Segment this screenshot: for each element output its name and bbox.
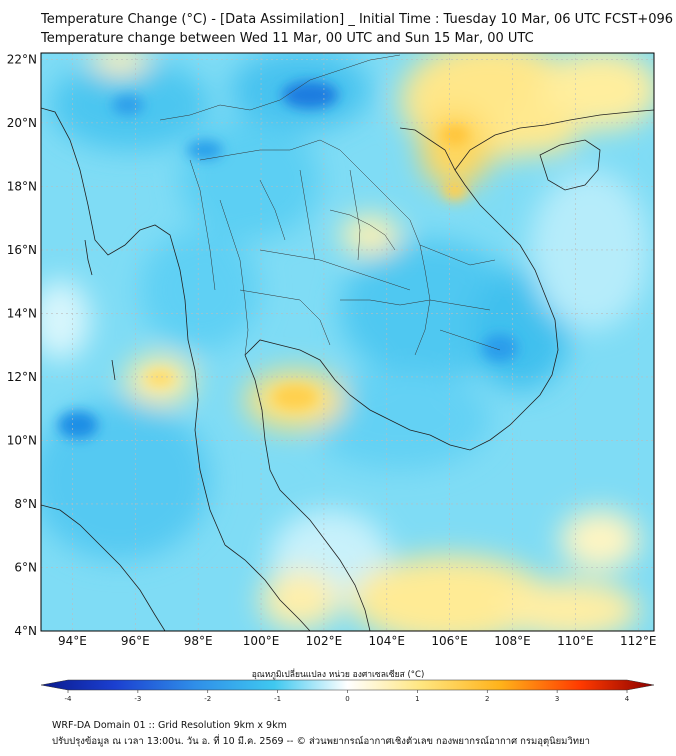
lon-label: 110°E xyxy=(557,634,594,648)
lat-label: 10°N xyxy=(7,433,37,447)
lon-label: 104°E xyxy=(369,634,406,648)
lat-label: 18°N xyxy=(7,179,37,193)
colorbar: -4 -3 -2 -1 0 1 2 3 4 xyxy=(40,679,655,703)
lon-label: 96°E xyxy=(121,634,150,648)
colorbar-tick-label: 1 xyxy=(415,695,419,703)
lat-label: 8°N xyxy=(14,497,37,511)
colorbar-tick-label: -2 xyxy=(204,695,211,703)
lat-label: 12°N xyxy=(7,370,37,384)
colorbar-tick-label: 3 xyxy=(555,695,559,703)
map-borders xyxy=(159,54,501,356)
lat-label: 4°N xyxy=(14,624,37,638)
colorbar-tick-label: -1 xyxy=(274,695,281,703)
temperature-field xyxy=(41,53,654,631)
footer-credit: ปรับปรุงข้อมูล ณ เวลา 13:00น. วัน อ. ที่… xyxy=(52,736,590,747)
lat-label: 6°N xyxy=(14,560,37,574)
colorbar-tick-label: 2 xyxy=(485,695,489,703)
colorbar-tick-label: 0 xyxy=(345,695,349,703)
lon-label: 106°E xyxy=(431,634,468,648)
map-title-line2: Temperature change between Wed 11 Mar, 0… xyxy=(41,31,534,46)
colorbar-gradient xyxy=(40,679,655,691)
map-frame xyxy=(40,52,655,632)
lon-label: 94°E xyxy=(58,634,87,648)
lon-label: 98°E xyxy=(184,634,213,648)
colorbar-tick-label: 4 xyxy=(625,695,630,703)
colorbar-tick-label: -4 xyxy=(65,695,73,703)
map-gridlines xyxy=(41,53,654,631)
lat-label: 20°N xyxy=(7,116,37,130)
colorbar-tick-label: -3 xyxy=(134,695,141,703)
longitude-labels: 94°E 96°E 98°E 100°E 102°E 104°E 106°E 108°E 110… xyxy=(58,634,657,648)
map-title-line1: Temperature Change (°C) - [Data Assimila… xyxy=(41,12,674,27)
map-coastlines xyxy=(41,107,654,631)
lat-label: 14°N xyxy=(7,306,37,320)
lon-label: 100°E xyxy=(243,634,280,648)
lat-label: 22°N xyxy=(7,52,37,66)
colorbar-label: อุณหภูมิเปลี่ยนแปลง หน่วย องศาเซลเซียส (… xyxy=(251,670,425,680)
lat-label: 16°N xyxy=(7,243,37,257)
lon-label: 102°E xyxy=(306,634,343,648)
footer-resolution: WRF-DA Domain 01 :: Grid Resolution 9km … xyxy=(52,720,287,731)
colorbar-ticks: -4 -3 -2 -1 0 1 2 3 4 xyxy=(65,690,630,703)
lon-label: 112°E xyxy=(620,634,657,648)
lon-label: 108°E xyxy=(494,634,531,648)
latitude-labels: 4°N 6°N 8°N 10°N 12°N 14°N 16°N 18°N 20°N 22°N xyxy=(7,52,37,638)
